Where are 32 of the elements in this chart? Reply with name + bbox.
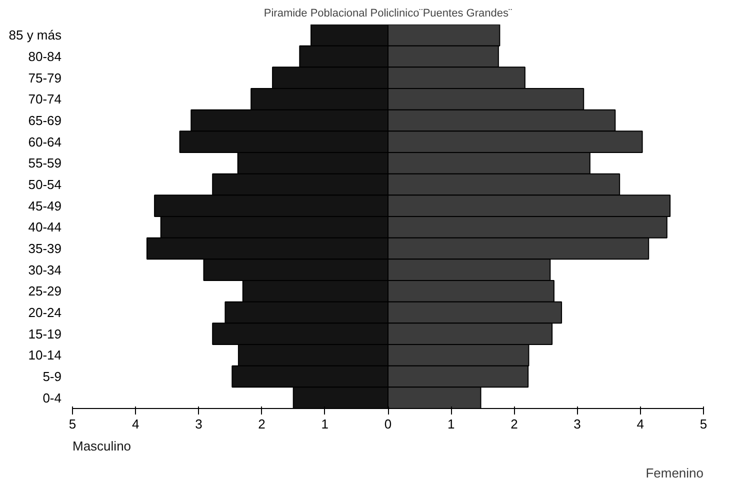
y-tick-label: 20-24 <box>28 305 62 320</box>
y-tick-label: 45-49 <box>28 198 62 214</box>
y-tick-label: 60-64 <box>28 134 62 150</box>
x-tick-label: 2 <box>510 416 518 432</box>
text: Femenino <box>646 466 704 480</box>
x-tick-label: 3 <box>574 416 581 432</box>
y-tick-label: 80-84 <box>28 49 62 64</box>
x-tick-label: 1 <box>447 416 455 432</box>
x-tick-label: 2 <box>258 416 266 432</box>
y-tick-label: 40-44 <box>28 220 62 235</box>
y-tick-label: 50-54 <box>28 177 62 192</box>
x-tick-label: 3 <box>195 416 202 432</box>
y-tick-label: 0-4 <box>42 390 62 406</box>
y-tick-label: 30-34 <box>28 262 62 278</box>
y-tick-label: 85 y más <box>8 28 62 43</box>
x-tick-label: 4 <box>636 416 644 432</box>
x-tick-label: 1 <box>321 416 329 432</box>
y-tick-label: 25-29 <box>28 284 62 299</box>
y-tick-label: 5-9 <box>42 369 62 384</box>
x-tick-label: 4 <box>132 416 140 432</box>
text: Masculino <box>72 438 132 454</box>
chart-title: Piramide Poblacional Policlinico¨Puentes Grandes¨ <box>264 8 512 20</box>
y-tick-label: 75-79 <box>28 70 62 86</box>
y-tick-label: 70-74 <box>28 92 62 107</box>
x-tick-label: 0 <box>384 416 392 432</box>
y-tick-label: 35-39 <box>28 241 62 256</box>
x-tick-label: 5 <box>700 416 708 432</box>
y-tick-label: 15-19 <box>28 326 62 342</box>
y-tick-label: 10-14 <box>28 348 62 363</box>
y-tick-label: 65-69 <box>28 113 62 128</box>
y-tick-label: 55-59 <box>28 156 62 171</box>
x-tick-label: 5 <box>68 416 76 432</box>
